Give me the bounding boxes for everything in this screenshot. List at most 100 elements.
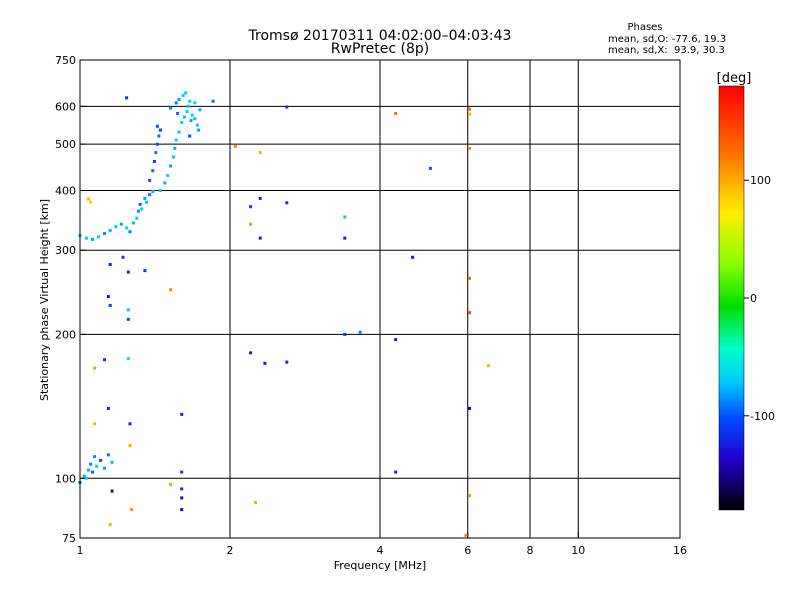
data-point [249,205,253,209]
colorbar-tick-label: 0 [750,292,757,305]
data-point [82,474,86,478]
data-point [166,174,170,177]
data-point [180,121,184,124]
data-point [95,464,99,468]
data-point [140,207,144,211]
data-point [108,303,112,307]
axis-ticks: 1 2 4 6 8 10 16 75 100 200 300 400 500 600 750 [55,54,687,557]
data-point [155,124,159,128]
data-point [180,508,184,512]
data-point [121,255,125,259]
data-point [84,476,88,480]
data-points [78,91,490,537]
data-point [136,209,140,213]
data-point [285,105,289,109]
stats-line-o: mean, sd,O: -77.6, 19.3 [608,34,726,45]
data-point [108,523,112,527]
data-point [128,444,132,448]
data-point [110,460,114,464]
data-point [106,295,110,298]
data-point [285,201,289,205]
y-tick-label: 200 [55,328,76,341]
data-point [148,178,152,182]
data-point [180,470,184,474]
data-point [130,508,134,512]
chart-subtitle: RwPretec (8p) [331,41,429,57]
y-tick-label: 100 [55,472,76,485]
data-point [151,190,155,193]
data-point [93,366,97,370]
data-point [157,134,161,138]
data-point [154,151,158,155]
data-point [103,358,106,362]
data-point [99,458,103,462]
data-point [148,193,152,197]
data-point [193,101,197,105]
data-point [180,412,184,416]
x-tick-label: 10 [571,544,585,557]
data-point [158,189,162,192]
data-point [169,106,173,110]
data-point [84,236,88,240]
data-point [174,138,178,142]
plot-frame [79,59,681,539]
data-point [468,494,471,498]
data-point [103,232,106,236]
data-point [151,169,155,173]
y-axis-label: Stationary phase Virtual Height [km] [38,199,51,401]
data-point [126,308,130,312]
data-point [174,101,178,105]
data-point [89,200,93,204]
data-point [177,98,181,101]
data-point [411,255,415,259]
data-point [394,338,398,342]
data-point [343,236,347,240]
data-point [126,357,130,361]
data-point [188,134,192,138]
data-point [182,115,186,119]
data-point [428,166,432,170]
data-point [171,155,175,159]
y-tick-label: 500 [55,138,76,151]
data-point [394,111,398,115]
data-point [285,360,289,364]
data-point [108,228,112,232]
data-point [180,487,184,491]
data-point [186,104,190,108]
data-point [184,91,188,95]
data-point [125,96,129,100]
data-point [131,221,135,225]
data-point [103,466,106,470]
y-tick-label: 75 [62,532,76,545]
x-tick-label: 2 [227,544,234,557]
data-point [233,144,237,148]
colorbar-tick-label: -100 [750,410,775,423]
y-tick-label: 750 [55,54,76,67]
data-point [125,226,129,230]
data-point [211,99,215,103]
data-point [119,222,123,226]
data-point [169,483,173,487]
data-point [135,216,139,220]
data-point [195,123,199,127]
data-point [468,311,471,315]
data-point [169,164,173,168]
stats-line-x: mean, sd,X: 93.9, 30.3 [608,45,725,56]
data-point [258,151,262,155]
data-point [106,406,110,410]
data-point [110,489,114,493]
chart-title: Tromsø 20170311 04:02:00–04:03:43 [248,28,512,44]
data-point [343,332,347,336]
data-point [126,270,130,274]
data-point [254,501,257,504]
y-tick-label: 300 [55,244,76,257]
x-tick-label: 4 [377,544,384,557]
data-point [394,470,398,474]
colorbar-label: [deg] [717,71,752,86]
data-point [155,142,159,146]
data-point [258,236,262,240]
x-tick-label: 1 [77,544,84,557]
data-point [108,263,112,266]
data-point [106,453,110,457]
